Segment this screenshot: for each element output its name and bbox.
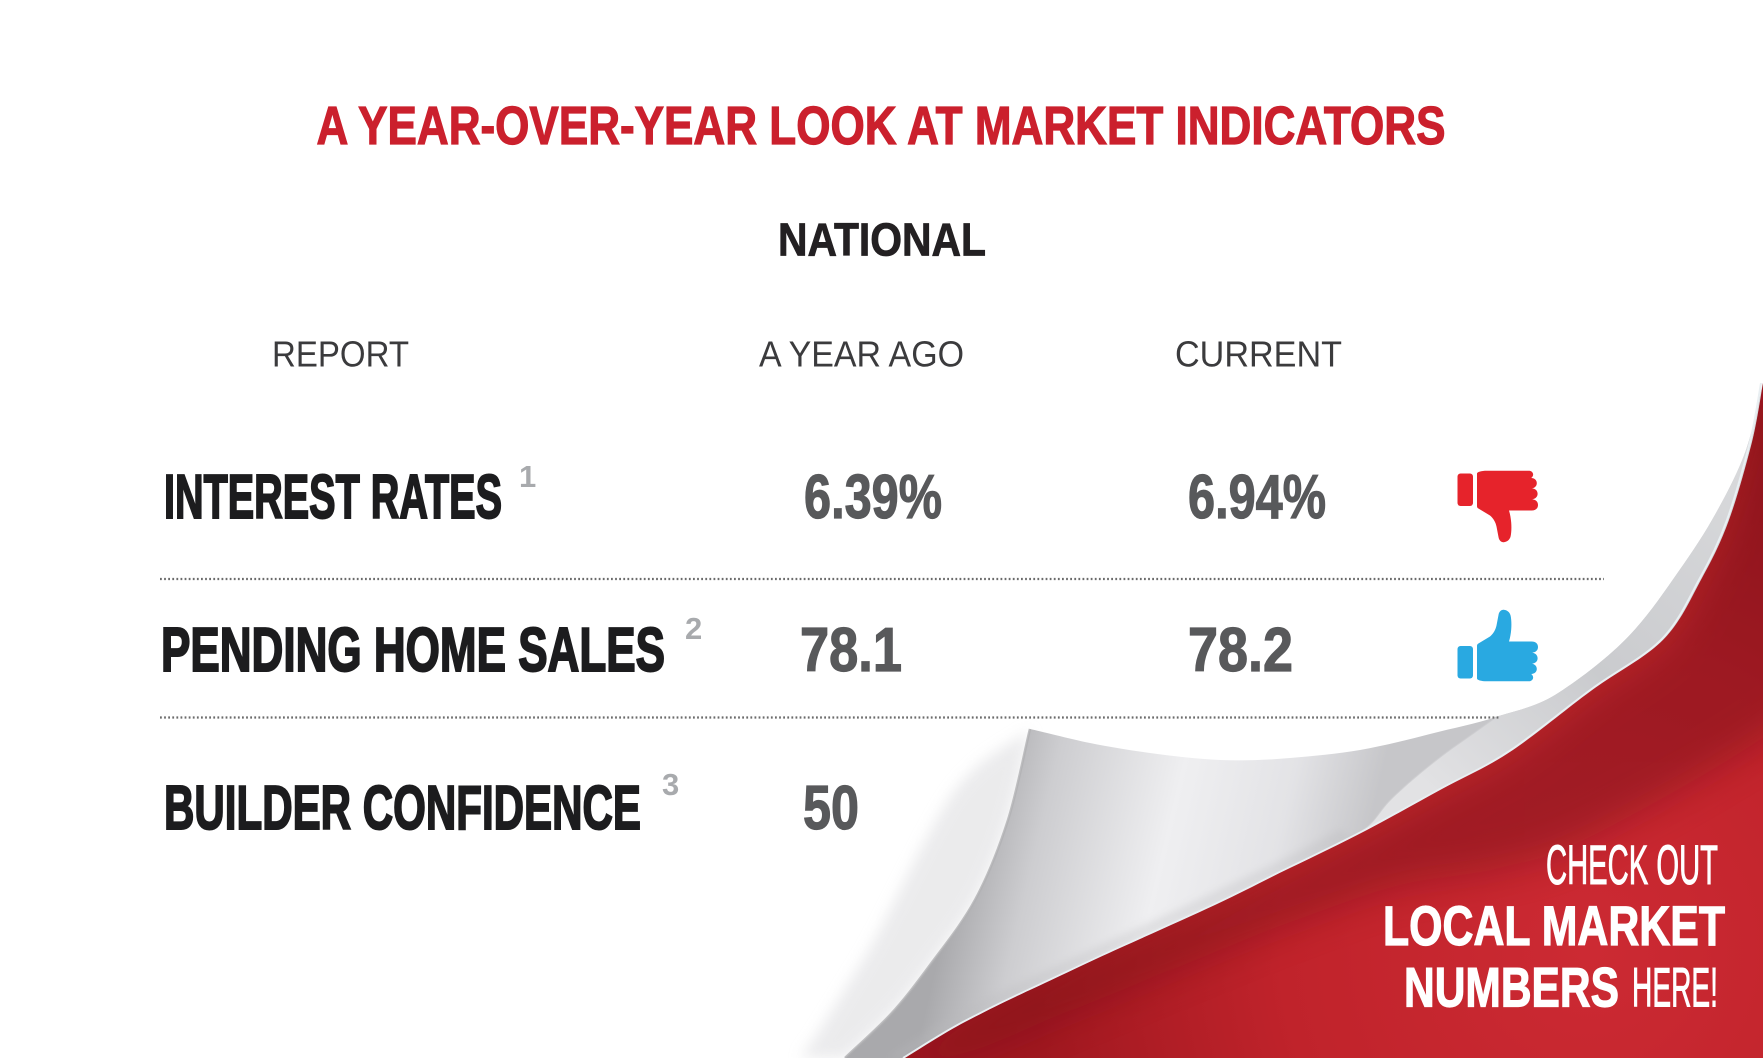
svg-text:REPORT: REPORT (272, 333, 409, 374)
svg-text:BUILDER CONFIDENCE: BUILDER CONFIDENCE (164, 774, 641, 843)
svg-text:CHECK OUT: CHECK OUT (1546, 833, 1718, 896)
svg-text:6.94%: 6.94% (1188, 463, 1326, 532)
svg-text:NUMBERS: NUMBERS (1404, 956, 1619, 1019)
svg-text:PENDING HOME SALES: PENDING HOME SALES (161, 616, 665, 685)
svg-text:78.2: 78.2 (1188, 616, 1293, 685)
svg-text:A YEAR-OVER-YEAR LOOK AT MARKE: A YEAR-OVER-YEAR LOOK AT MARKET INDICATO… (317, 97, 1446, 156)
svg-text:INTEREST RATES: INTEREST RATES (164, 463, 502, 532)
svg-text:A YEAR AGO: A YEAR AGO (759, 333, 964, 374)
svg-text:2: 2 (685, 611, 702, 646)
svg-text:CURRENT: CURRENT (1175, 333, 1342, 374)
svg-text:HERE!: HERE! (1632, 956, 1718, 1019)
svg-text:78.1: 78.1 (800, 616, 902, 685)
svg-text:6.39%: 6.39% (804, 463, 942, 532)
svg-text:50: 50 (803, 774, 859, 843)
svg-text:1: 1 (519, 459, 536, 494)
svg-text:NATIONAL: NATIONAL (778, 214, 986, 266)
svg-text:LOCAL MARKET: LOCAL MARKET (1383, 894, 1725, 957)
svg-text:3: 3 (662, 767, 679, 802)
